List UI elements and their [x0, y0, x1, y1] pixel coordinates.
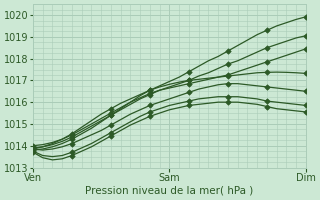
X-axis label: Pression niveau de la mer( hPa ): Pression niveau de la mer( hPa )	[85, 186, 253, 196]
